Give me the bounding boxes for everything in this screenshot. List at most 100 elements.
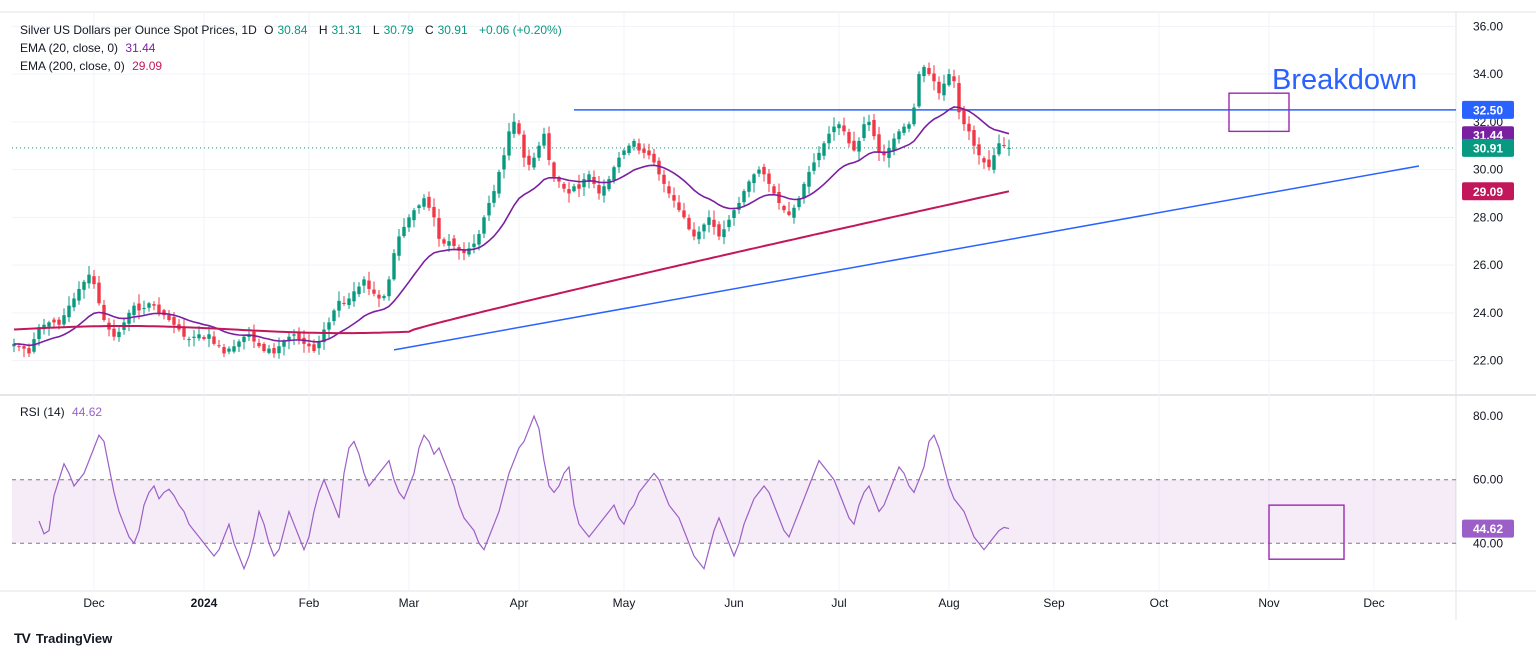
candle	[272, 348, 276, 354]
candle	[657, 160, 661, 175]
candle	[962, 110, 966, 125]
candle	[607, 179, 611, 190]
candle	[262, 343, 266, 352]
ema20-line	[13, 106, 1010, 347]
candle	[242, 336, 246, 342]
candle	[767, 173, 771, 184]
price-badge-label: 32.50	[1473, 103, 1503, 117]
candle	[967, 123, 971, 132]
candle	[557, 176, 561, 182]
tradingview-brand[interactable]: TV TradingView	[14, 630, 112, 646]
candle	[342, 302, 346, 304]
candle	[652, 153, 656, 163]
candle	[672, 195, 676, 201]
ema200-value: 29.09	[132, 59, 163, 73]
candle	[472, 243, 476, 248]
candle	[232, 346, 236, 352]
candle	[187, 339, 191, 341]
time-tick-label: May	[613, 596, 636, 610]
candle	[257, 342, 261, 347]
support-trendline	[393, 165, 1420, 351]
candle	[977, 144, 981, 156]
candle	[47, 322, 51, 327]
candle	[97, 282, 101, 304]
candle	[707, 217, 711, 225]
candle	[157, 304, 161, 313]
candle	[807, 171, 811, 187]
candle	[937, 81, 941, 94]
rsi-legend[interactable]: RSI (14) 44.62	[20, 405, 106, 420]
candle	[317, 341, 321, 349]
candle	[792, 207, 796, 218]
candle	[382, 296, 386, 299]
symbol-title[interactable]: Silver US Dollars per Ounce Spot Prices,…	[20, 23, 257, 37]
price-badge	[1462, 138, 1514, 157]
high-value: 31.31	[331, 23, 362, 37]
candle	[407, 217, 411, 228]
ema20-legend[interactable]: EMA (20, close, 0) 31.44	[20, 41, 159, 56]
candle	[147, 303, 151, 308]
candle	[367, 280, 371, 289]
candle	[52, 319, 56, 323]
candle	[727, 219, 731, 228]
candle	[822, 143, 826, 156]
candle	[907, 124, 911, 129]
candle	[192, 336, 196, 338]
candle	[227, 348, 231, 352]
candle	[897, 131, 901, 140]
candle	[37, 327, 41, 340]
time-tick-label: Apr	[510, 596, 529, 610]
price-badge-label: 30.91	[1473, 141, 1503, 155]
candle	[217, 345, 221, 347]
rsi-pane: 40.00 60.00 80.00	[12, 409, 1503, 550]
rsi-value: 44.62	[72, 405, 103, 419]
candle	[872, 119, 876, 137]
candle	[847, 132, 851, 144]
candle	[917, 74, 921, 107]
candle	[532, 157, 536, 168]
candle	[752, 174, 756, 184]
ema200-label: EMA (200, close, 0)	[20, 59, 125, 73]
breakdown-annotation: Breakdown	[1272, 64, 1417, 96]
rsi-band	[12, 479, 1456, 544]
candle	[212, 336, 216, 344]
candle	[277, 346, 281, 354]
open-label: O	[264, 23, 274, 37]
candle	[522, 134, 526, 158]
candle	[832, 126, 836, 133]
high-label: H	[318, 23, 328, 37]
candle	[487, 203, 491, 216]
candle	[172, 317, 176, 325]
candle	[347, 298, 351, 306]
candle	[837, 124, 841, 129]
candle	[787, 211, 791, 215]
candle	[282, 341, 286, 347]
candle	[452, 238, 456, 246]
candle	[597, 185, 601, 194]
candle	[422, 198, 426, 207]
candle	[587, 174, 591, 182]
candle	[932, 73, 936, 82]
breakdown-box	[1228, 92, 1290, 133]
price-tick-label: 24.00	[1473, 306, 1503, 320]
candle	[27, 348, 31, 354]
time-tick-label: Dec	[1363, 596, 1384, 610]
candle	[552, 162, 556, 177]
candle	[507, 131, 511, 156]
candle	[972, 130, 976, 146]
candle	[722, 229, 726, 238]
candle	[137, 303, 141, 311]
ema200-legend[interactable]: EMA (200, close, 0) 29.09	[20, 59, 166, 74]
candle	[742, 191, 746, 203]
candle	[577, 184, 581, 189]
candle	[492, 191, 496, 203]
candle	[207, 334, 211, 339]
price-tick-label: 28.00	[1473, 210, 1503, 224]
candle	[222, 347, 226, 354]
candle	[67, 305, 71, 318]
candle	[527, 155, 531, 165]
candle	[412, 210, 416, 221]
candlestick-series	[12, 62, 1011, 359]
low-value: 30.79	[383, 23, 414, 37]
